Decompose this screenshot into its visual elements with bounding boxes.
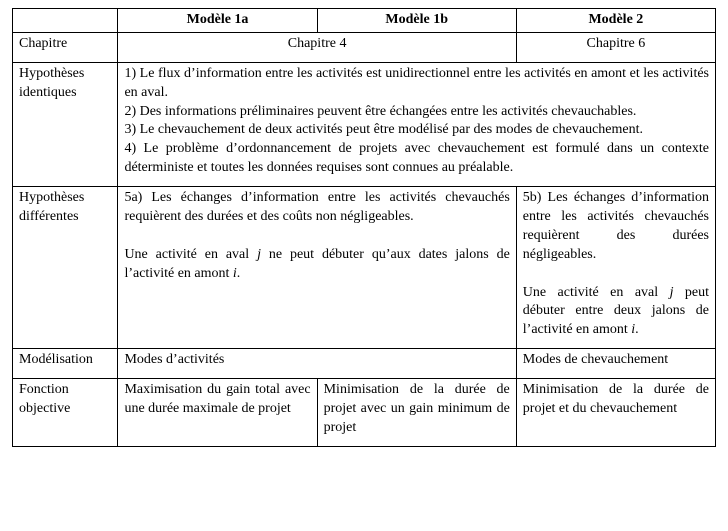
rowlabel-hyp-diff: Hypothèses différentes	[13, 187, 118, 349]
rowlabel-hyp-id: Hypothèses identiques	[13, 62, 118, 186]
cell-modelisation-left: Modes d’activités	[118, 349, 516, 379]
header-model-1a: Modèle 1a	[118, 9, 317, 33]
row-hypotheses-identiques: Hypothèses identiques 1) Le flux d’infor…	[13, 62, 716, 186]
hyp-diff-right-p2a: Une activité en aval	[523, 285, 670, 300]
cell-fonction-b: Minimisation de la durée de projet avec …	[317, 379, 516, 447]
cell-chapitre-4: Chapitre 4	[118, 32, 516, 62]
header-blank	[13, 9, 118, 33]
cell-hyp-diff-left: 5a) Les échanges d’information entre les…	[118, 187, 516, 349]
header-model-1b: Modèle 1b	[317, 9, 516, 33]
hyp-diff-left-p2c: .	[237, 266, 241, 281]
rowlabel-fonction: Fonction objective	[13, 379, 118, 447]
row-modelisation: Modélisation Modes d’activités Modes de …	[13, 349, 716, 379]
cell-fonction-c: Minimisation de la durée de projet et du…	[516, 379, 715, 447]
rowlabel-modelisation: Modélisation	[13, 349, 118, 379]
cell-fonction-a: Maximisation du gain total avec une duré…	[118, 379, 317, 447]
row-hypotheses-differentes: Hypothèses différentes 5a) Les échanges …	[13, 187, 716, 349]
row-fonction-objective: Fonction objective Maximisation du gain …	[13, 379, 716, 447]
header-model-2: Modèle 2	[516, 9, 715, 33]
cell-chapitre-6: Chapitre 6	[516, 32, 715, 62]
cell-hyp-diff-right: 5b) Les échanges d’information entre les…	[516, 187, 715, 349]
cell-hyp-id-text: 1) Le flux d’information entre les activ…	[118, 62, 716, 186]
hyp-diff-left-p1: 5a) Les échanges d’information entre les…	[124, 190, 509, 224]
rowlabel-chapitre: Chapitre	[13, 32, 118, 62]
hyp-diff-right-p1: 5b) Les échanges d’information entre les…	[523, 190, 709, 262]
row-chapitre: Chapitre Chapitre 4 Chapitre 6	[13, 32, 716, 62]
hyp-diff-left-p2a: Une activité en aval	[124, 247, 257, 262]
hyp-diff-right-p2c: .	[635, 322, 639, 337]
table-header-row: Modèle 1a Modèle 1b Modèle 2	[13, 9, 716, 33]
cell-modelisation-right: Modes de chevauchement	[516, 349, 715, 379]
comparison-table: Modèle 1a Modèle 1b Modèle 2 Chapitre Ch…	[12, 8, 716, 447]
